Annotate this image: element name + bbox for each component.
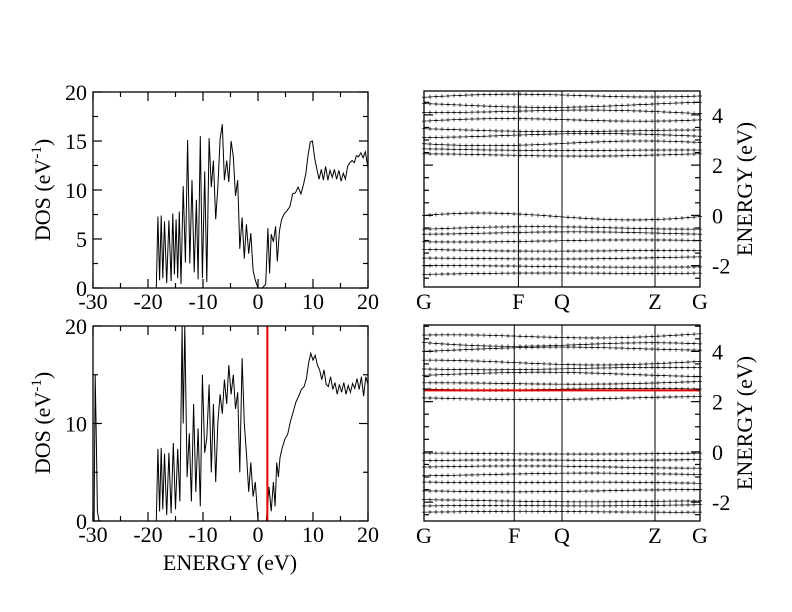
band-line — [422, 509, 702, 515]
dos-bottom-panel: -30 -20 -10 0 10 20 0 10 20 DOS (eV-1) ENERGY (e… — [29, 314, 379, 575]
band-line — [422, 331, 702, 340]
band-line — [422, 211, 702, 222]
y-tick-label: 20 — [65, 80, 87, 105]
y-tick-label: 0 — [712, 203, 723, 228]
y-tick-label: 2 — [712, 390, 723, 415]
kpoint-label: Q — [554, 289, 570, 314]
y-tick-label: 0 — [76, 509, 87, 534]
kpoint-label: Q — [554, 523, 570, 548]
y-tick-label: 0 — [712, 440, 723, 465]
band-line — [422, 271, 702, 277]
dos-bottom-series-line — [93, 325, 369, 522]
x-tick-label: -30 — [78, 289, 107, 314]
band-line — [422, 340, 702, 349]
y-tick-label: 10 — [65, 412, 87, 437]
kpoint-label: G — [416, 523, 432, 548]
band-line — [422, 365, 702, 372]
bands-top-frame — [423, 90, 701, 288]
band-line — [422, 151, 702, 159]
x-tick-label: -20 — [133, 522, 162, 547]
y-tick-label: 15 — [65, 129, 87, 154]
x-tick-label: -30 — [78, 522, 107, 547]
dos-top-ylabel: DOS (eV-1) — [29, 139, 55, 241]
dos-top-frame — [92, 91, 369, 289]
x-tick-label: 10 — [302, 522, 324, 547]
y-tick-label: 5 — [76, 227, 87, 252]
band-line — [422, 358, 702, 367]
band-line — [422, 379, 702, 387]
y-tick-label: 10 — [65, 178, 87, 203]
dos-bottom-frame — [92, 325, 369, 522]
y-tick-label: 20 — [65, 314, 87, 339]
x-tick-label: -20 — [133, 289, 162, 314]
band-line — [422, 126, 702, 134]
y-tick-label: -2 — [712, 490, 730, 515]
x-tick-label: -10 — [188, 522, 217, 547]
kpoint-label: G — [692, 289, 708, 314]
x-tick-label: 0 — [253, 522, 264, 547]
band-line — [422, 237, 702, 244]
dos-bottom-xlabel: ENERGY (eV) — [163, 550, 297, 575]
band-line — [422, 502, 702, 508]
band-line — [422, 146, 702, 153]
band-line — [422, 487, 702, 494]
x-tick-label: 20 — [357, 289, 379, 314]
x-tick-label: 0 — [253, 289, 264, 314]
band-line — [422, 263, 702, 270]
dos-top-panel: -30 -20 -10 0 10 20 0 5 10 15 20 DOS (eV-1) — [29, 80, 379, 314]
band-line — [422, 247, 702, 254]
x-tick-label: 20 — [357, 522, 379, 547]
y-tick-label: -2 — [712, 254, 730, 279]
band-line — [422, 229, 702, 237]
band-line — [422, 224, 702, 232]
kpoint-label: Z — [648, 289, 661, 314]
kpoint-label: Z — [648, 523, 661, 548]
y-tick-label: 4 — [712, 339, 723, 364]
band-line — [422, 116, 702, 124]
kpoint-label: F — [508, 523, 520, 548]
band-line — [422, 108, 702, 116]
y-tick-label: 0 — [76, 276, 87, 301]
dos-top-series-line — [155, 124, 369, 289]
bands-bottom-ylabel: ENERGY (eV) — [732, 356, 757, 490]
y-tick-label: 4 — [712, 103, 723, 128]
dos-bottom-ylabel: DOS (eV-1) — [29, 372, 55, 474]
x-tick-label: -10 — [188, 289, 217, 314]
band-line — [422, 138, 702, 148]
band-line — [422, 394, 702, 402]
bands-top-ylabel: ENERGY (eV) — [732, 122, 757, 256]
band-line — [422, 92, 702, 100]
kpoint-label: G — [416, 289, 432, 314]
bands-bottom-frame — [423, 324, 701, 522]
band-line — [422, 471, 702, 478]
kpoint-label: F — [512, 289, 524, 314]
y-tick-label: 2 — [712, 153, 723, 178]
kpoint-label: G — [692, 523, 708, 548]
band-line — [422, 457, 702, 463]
x-tick-label: 10 — [302, 289, 324, 314]
